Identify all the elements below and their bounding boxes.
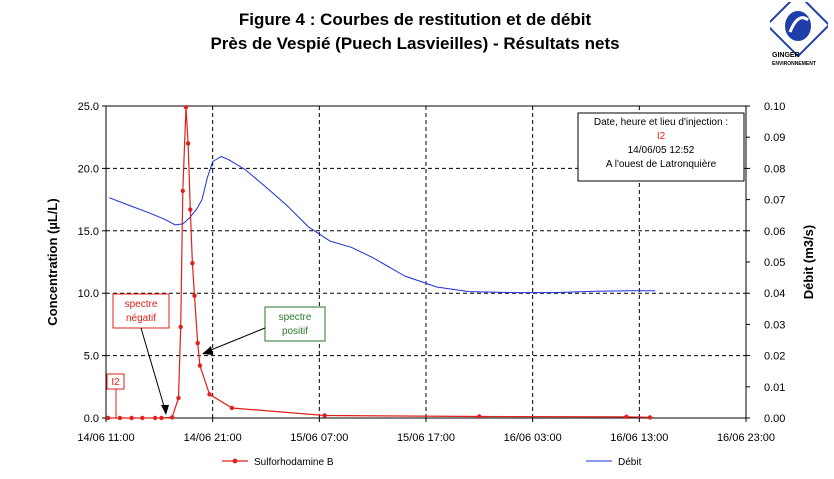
y-left-tick-label: 5.0 <box>84 351 99 363</box>
injection-marker: I2 <box>106 373 125 418</box>
x-tick-label: 15/06 17:00 <box>397 432 455 444</box>
x-ticks: 14/06 11:00 14/06 21:00 15/06 07:00 15/06 1… <box>77 418 775 444</box>
y-left-tick-label: 0.0 <box>84 413 99 425</box>
data-point-sulforhodamine-b <box>185 141 191 146</box>
data-point-sulforhodamine-b <box>180 188 185 194</box>
legend: Sulforhodamine B Débit <box>222 457 642 468</box>
data-point-sulforhodamine-b <box>117 415 123 421</box>
injection-box-line-3: 14/06/05 12:52 <box>628 145 695 156</box>
data-point-sulforhodamine-b <box>159 415 164 421</box>
positive-arrowhead <box>202 346 213 355</box>
injection-info-box: Date, heure et lieu d'injection : I2 14/… <box>577 112 745 182</box>
data-point-sulforhodamine-b <box>207 392 212 397</box>
legend-label-debit: Débit <box>618 457 642 468</box>
x-tick-label: 15/06 07:00 <box>290 432 348 444</box>
data-point-sulforhodamine-b <box>183 105 189 110</box>
y-right-ticks: 0.00 0.01 0.02 0.03 0.04 0.05 0.06 0.07 0.08 0.09… <box>746 101 785 425</box>
y-right-tick-label: 0.05 <box>764 257 785 269</box>
injection-box-line-2: I2 <box>657 131 666 142</box>
y-left-tick-label: 20.0 <box>78 163 99 175</box>
data-point-sulforhodamine-b <box>152 415 158 421</box>
logo-swoosh <box>788 16 809 33</box>
data-point-sulforhodamine-b <box>624 414 629 419</box>
series-line-sulforhodamine-b <box>108 107 651 419</box>
data-point-sulforhodamine-b <box>140 415 145 421</box>
y-left-tick-label: 10.0 <box>78 288 99 300</box>
y-left-tick-label: 25.0 <box>78 101 99 113</box>
data-point-sulforhodamine-b <box>195 340 200 346</box>
series-debit <box>109 156 656 294</box>
y-right-tick-label: 0.10 <box>764 101 785 113</box>
y-right-axis-label: Débit (m3/s) <box>801 225 816 299</box>
data-point-sulforhodamine-b <box>192 293 197 298</box>
y-left-ticks: 0.0 5.0 10.0 15.0 20.0 25.0 <box>78 101 106 425</box>
data-point-sulforhodamine-b <box>197 363 203 368</box>
ginger-logo <box>770 2 828 58</box>
injection-marker-label: I2 <box>111 377 120 388</box>
data-point-sulforhodamine-b <box>178 324 183 330</box>
x-tick-label: 14/06 21:00 <box>184 432 242 444</box>
x-tick-label: 14/06 11:00 <box>77 432 134 444</box>
legend-label-sulforhodamine: Sulforhodamine B <box>254 457 334 468</box>
logo-text: GINGER ENVIRONNEMENT <box>772 52 816 68</box>
y-left-tick-label: 15.0 <box>78 226 99 238</box>
y-right-tick-label: 0.03 <box>764 319 785 331</box>
y-left-axis-label: Concentration (µL/L) <box>45 198 60 325</box>
y-right-tick-label: 0.00 <box>764 413 785 425</box>
y-right-tick-label: 0.01 <box>764 382 785 394</box>
data-point-sulforhodamine-b <box>169 415 175 420</box>
y-right-tick-label: 0.02 <box>764 351 785 363</box>
data-point-sulforhodamine-b <box>229 405 235 411</box>
x-tick-label: 16/06 23:00 <box>717 432 775 444</box>
x-tick-label: 16/06 03:00 <box>504 432 562 444</box>
logo-sub: ENVIRONNEMENT <box>772 61 816 67</box>
logo-word: GINGER <box>772 52 800 59</box>
y-right-tick-label: 0.06 <box>764 226 785 238</box>
negative-label-line-1: spectre <box>125 299 158 310</box>
data-point-sulforhodamine-b <box>322 413 327 418</box>
chart-title-line-1: Figure 4 : Courbes de restitution et de … <box>238 10 592 29</box>
y-right-tick-label: 0.08 <box>764 163 785 175</box>
y-right-tick-label: 0.04 <box>764 288 785 300</box>
positive-label-line-2: positif <box>282 326 308 337</box>
negative-label-line-2: négatif <box>126 313 156 324</box>
y-right-tick-label: 0.07 <box>764 195 785 207</box>
data-point-sulforhodamine-b <box>176 395 181 401</box>
data-point-sulforhodamine-b <box>105 415 111 421</box>
data-point-sulforhodamine-b <box>190 261 195 266</box>
series-sulforhodamine-b <box>105 105 653 421</box>
series-line-debit <box>109 156 656 294</box>
positive-label-line-1: spectre <box>279 312 312 323</box>
negative-arrowhead <box>161 405 169 415</box>
negative-spectrum-annotation: spectre négatif <box>112 293 170 415</box>
x-tick-label: 16/06 13:00 <box>610 432 668 444</box>
chart-title-line-2: Près de Vespié (Puech Lasvieilles) - Rés… <box>210 34 620 53</box>
data-point-sulforhodamine-b <box>188 207 193 212</box>
injection-box-line-4: A l'ouest de Latronquière <box>606 159 717 170</box>
positive-spectrum-annotation: spectre positif <box>202 306 326 355</box>
injection-box-line-1: Date, heure et lieu d'injection : <box>594 117 728 128</box>
y-right-tick-label: 0.09 <box>764 132 785 144</box>
legend-marker-sulforhodamine <box>232 458 238 464</box>
data-point-sulforhodamine-b <box>647 415 653 420</box>
data-point-sulforhodamine-b <box>129 415 134 421</box>
data-point-sulforhodamine-b <box>477 414 482 419</box>
